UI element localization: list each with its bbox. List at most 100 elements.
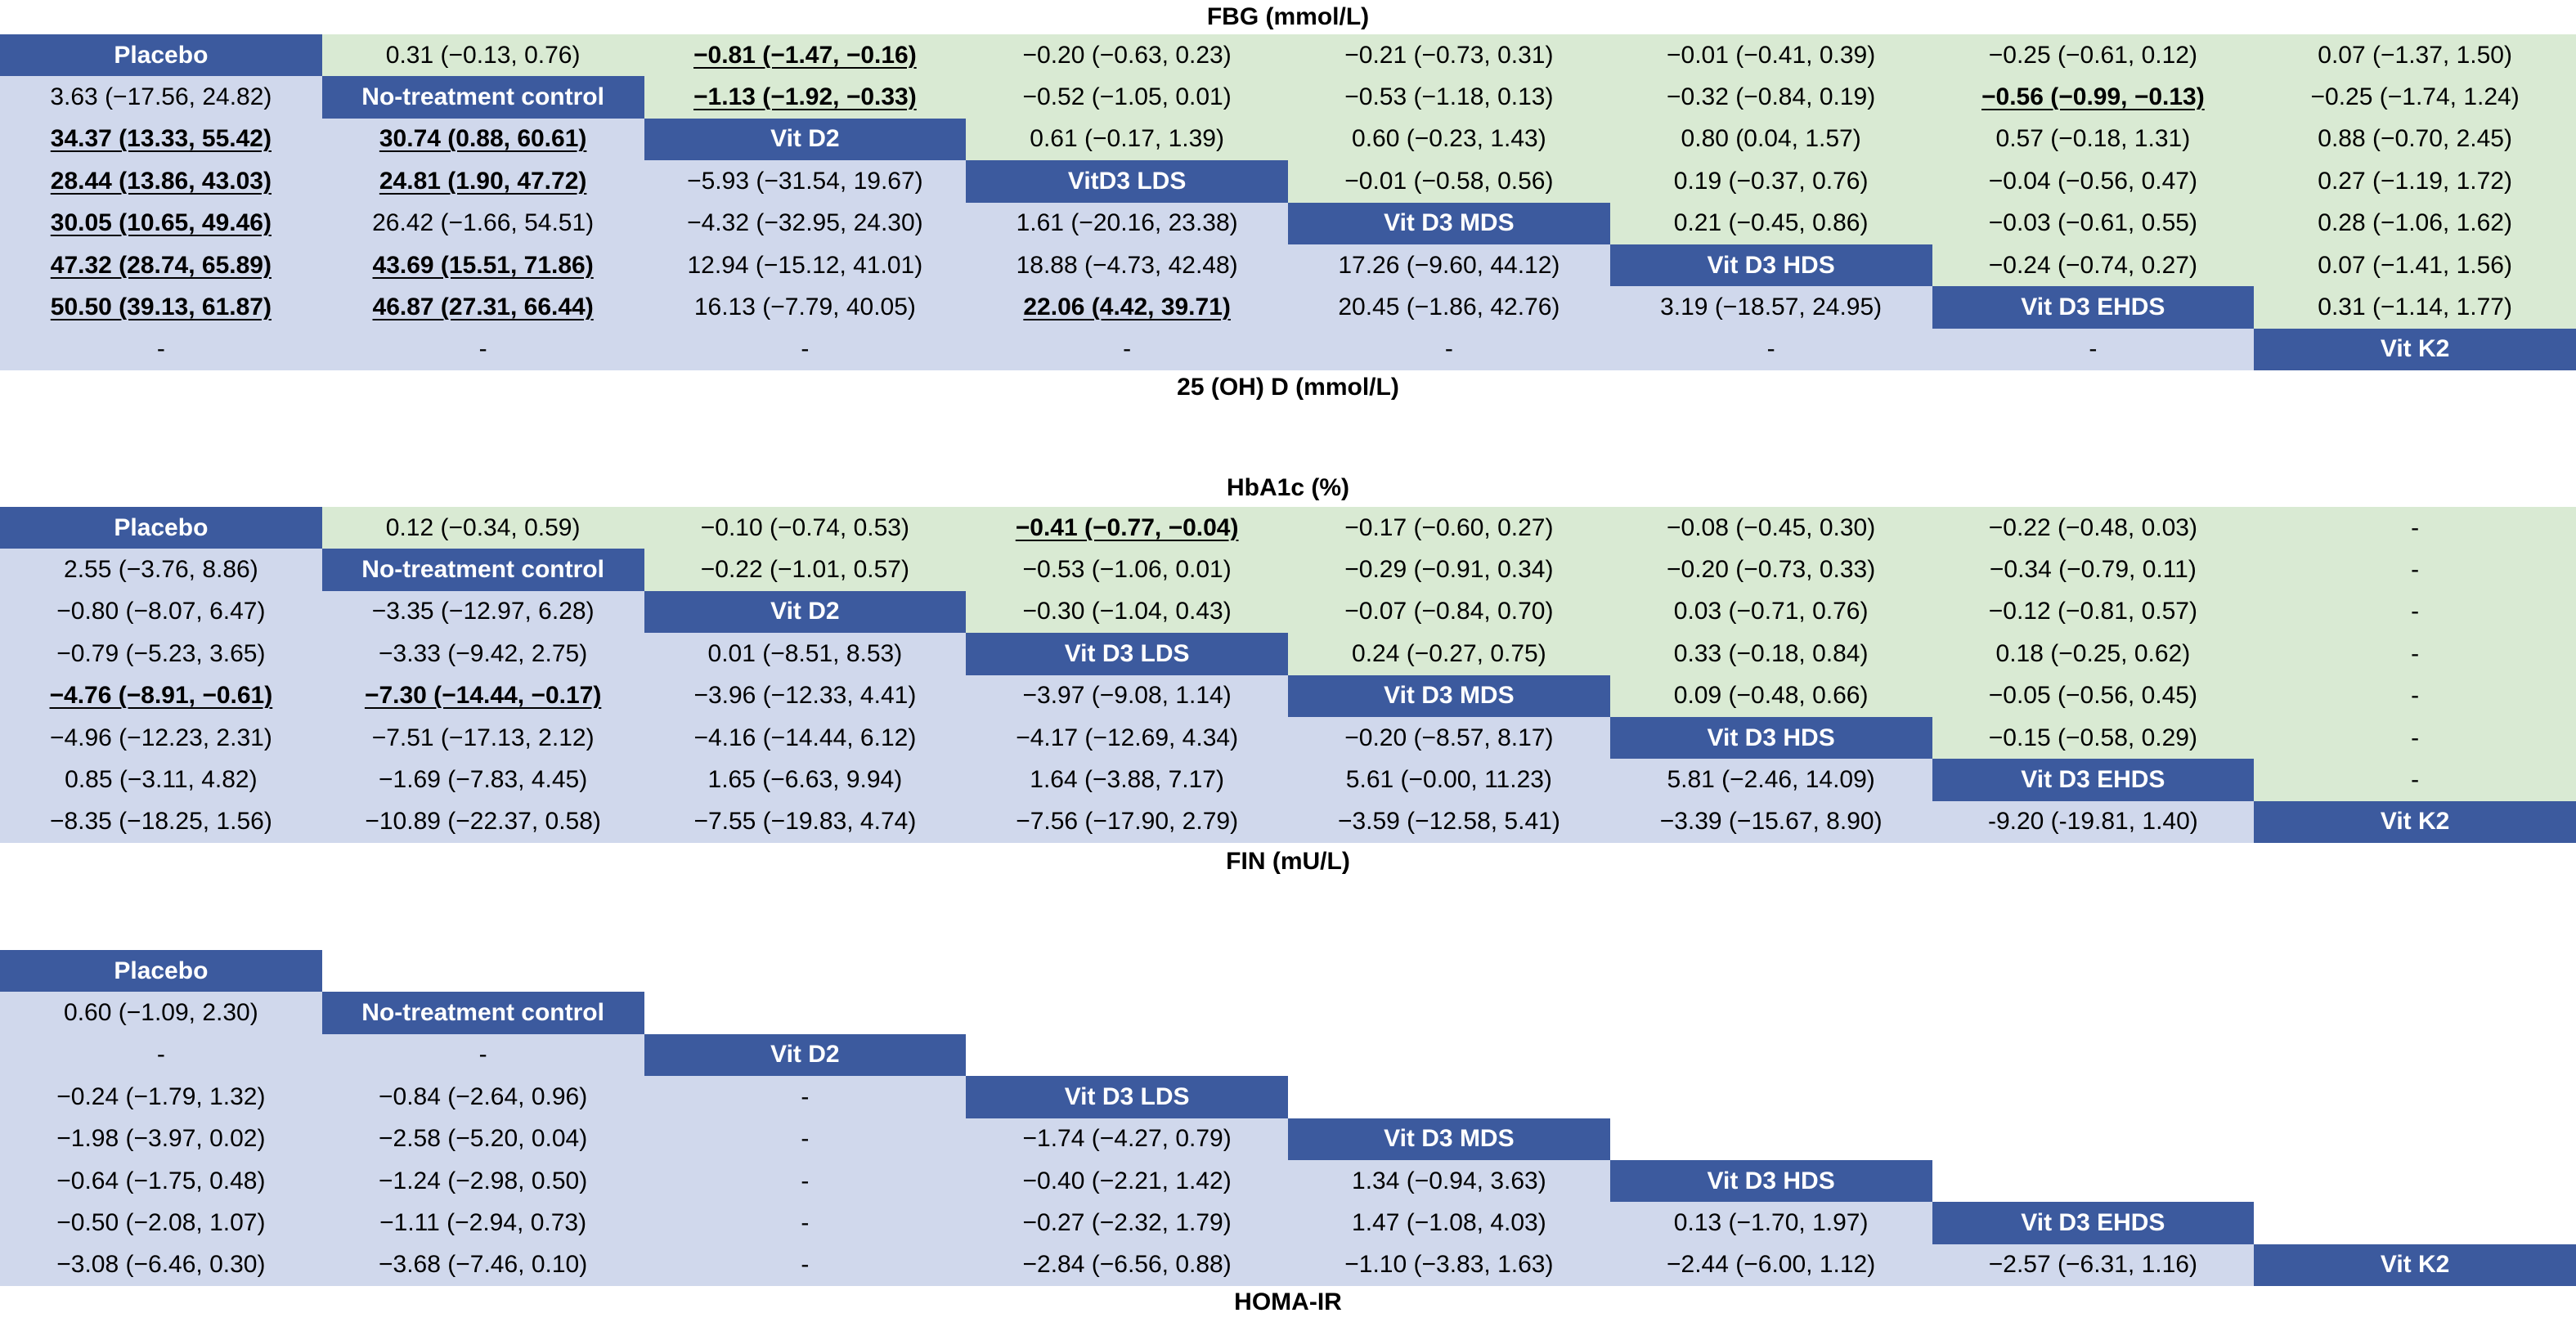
league-table-hba1c-fin: Placebo 0.12 (−0.34, 0.59) −0.10 (−0.74, 0… <box>0 507 2576 844</box>
comparison-cell-lower: - <box>1288 328 1610 371</box>
cell-text: −0.24 (−1.79, 1.32) <box>56 1082 266 1110</box>
cell-text: 0.61 (−0.17, 1.39) <box>1030 125 1224 153</box>
empty-cell <box>1610 1076 1932 1118</box>
comparison-cell-lower: −0.50 (−2.08, 1.07) <box>0 1202 322 1244</box>
comparison-cell-lower: 17.26 (−9.60, 44.12) <box>1288 244 1610 287</box>
comparison-cell-lower: 26.42 (−1.66, 54.51) <box>321 202 644 244</box>
cell-text: 1.34 (−0.94, 3.63) <box>1352 1167 1546 1194</box>
cell-text: - <box>2411 724 2420 751</box>
cell-text: −0.80 (−8.07, 6.47) <box>56 598 266 625</box>
cell-text: 0.28 (−1.06, 1.62) <box>2318 209 2512 237</box>
comparison-cell-upper: 0.60 (−0.23, 1.43) <box>1288 118 1610 161</box>
cell-text: 0.31 (−1.14, 1.77) <box>2318 294 2512 321</box>
empty-cell <box>1288 1076 1610 1118</box>
table1-top-label: FBG (mmol/L) <box>1206 3 1370 30</box>
cell-text: −7.30 (−14.44, −0.17) <box>364 682 602 710</box>
comparison-cell-upper: −0.30 (−1.04, 0.43) <box>966 590 1288 634</box>
treatment-label: Vit K2 <box>2254 800 2576 844</box>
comparison-cell-lower: 30.74 (0.88, 60.61) <box>321 118 644 161</box>
comparison-cell-lower: 24.81 (1.90, 47.72) <box>321 160 644 203</box>
cell-text: −4.76 (−8.91, −0.61) <box>49 682 273 710</box>
comparison-cell-lower: −1.69 (−7.83, 4.45) <box>321 759 644 801</box>
cell-text: 2.55 (−3.76, 8.86) <box>64 556 258 584</box>
empty-cell <box>2254 1160 2576 1202</box>
comparison-cell-lower: −1.98 (−3.97, 0.02) <box>0 1118 322 1160</box>
comparison-cell-lower: −3.35 (−12.97, 6.28) <box>321 590 644 634</box>
comparison-cell-upper: 0.57 (−0.18, 1.31) <box>1932 118 2255 161</box>
comparison-cell-lower: −0.64 (−1.75, 0.48) <box>0 1159 322 1203</box>
cell-text: −10.89 (−22.37, 0.58) <box>365 808 601 836</box>
cell-text: 28.44 (13.86, 43.03) <box>50 167 272 195</box>
comparison-cell-lower: −8.35 (−18.25, 1.56) <box>0 800 322 844</box>
comparison-cell-lower: 20.45 (−1.86, 42.76) <box>1288 286 1610 329</box>
cell-text: −1.24 (−2.98, 0.50) <box>379 1167 588 1194</box>
comparison-cell-lower: - <box>644 1202 967 1244</box>
cell-text: 46.87 (27.31, 66.44) <box>372 294 594 321</box>
comparison-cell-upper: 0.27 (−1.19, 1.72) <box>2254 160 2576 203</box>
treatment-label: Placebo <box>0 507 322 549</box>
comparison-cell-upper: −0.24 (−0.74, 0.27) <box>1932 244 2255 287</box>
cell-text: - <box>2411 639 2420 667</box>
empty-cell <box>966 992 1288 1033</box>
cell-text: −4.32 (−32.95, 24.30) <box>687 209 923 237</box>
comparison-cell-lower: −1.24 (−2.98, 0.50) <box>321 1159 644 1203</box>
comparison-cell-upper: −0.53 (−1.06, 0.01) <box>966 549 1288 591</box>
comparison-cell-upper: 0.12 (−0.34, 0.59) <box>321 507 644 549</box>
cell-text: 26.42 (−1.66, 54.51) <box>372 209 595 237</box>
cell-text: Vit D3 LDS <box>1064 639 1190 667</box>
comparison-cell-lower: 16.13 (−7.79, 40.05) <box>644 286 967 329</box>
cell-text: 0.31 (−0.13, 0.76) <box>385 41 581 69</box>
comparison-cell-lower: - <box>644 1118 967 1160</box>
treatment-label: Vit K2 <box>2254 328 2576 371</box>
comparison-cell-lower: −7.55 (−19.83, 4.74) <box>644 800 967 844</box>
comparison-cell-lower: 0.85 (−3.11, 4.82) <box>0 759 322 801</box>
comparison-cell-lower: −2.44 (−6.00, 1.12) <box>1609 1244 1932 1287</box>
cell-text: Vit D3 HDS <box>1707 251 1835 279</box>
treatment-label: Vit K2 <box>2254 1244 2576 1287</box>
comparison-cell-upper: 0.28 (−1.06, 1.62) <box>2254 202 2576 244</box>
comparison-cell-lower: - <box>1932 328 2255 371</box>
treatment-label: No-treatment control <box>321 549 644 591</box>
cell-text: −1.98 (−3.97, 0.02) <box>56 1125 266 1153</box>
comparison-cell-lower: −1.11 (−2.94, 0.73) <box>321 1202 644 1244</box>
cell-text: −2.58 (−5.20, 0.04) <box>379 1125 588 1153</box>
cell-text: −0.01 (−0.58, 0.56) <box>1344 167 1554 195</box>
table1-bottom-label: 25 (OH) D (mmol/L) <box>1177 374 1399 401</box>
cell-text: 0.27 (−1.19, 1.72) <box>2318 167 2512 195</box>
comparison-cell-upper: −0.34 (−0.79, 0.11) <box>1932 549 2255 591</box>
league-table-homa-ir: Placebo 0.60 (−1.09, 2.30) No-treatment co… <box>0 950 2576 1287</box>
treatment-label: No-treatment control <box>321 76 644 119</box>
cell-text: - <box>801 1251 810 1279</box>
cell-text: 47.32 (28.74, 65.89) <box>50 251 272 279</box>
cell-text: −0.34 (−0.79, 0.11) <box>1989 556 2197 584</box>
cell-text: 0.13 (−1.70, 1.97) <box>1673 1209 1869 1237</box>
cell-text: - <box>2411 682 2420 710</box>
comparison-cell-upper: - <box>2254 590 2576 634</box>
comparison-cell-upper: −0.56 (−0.99, −0.13) <box>1932 76 2255 119</box>
comparison-cell-upper: 0.61 (−0.17, 1.39) <box>966 118 1288 161</box>
cell-text: - <box>156 1041 165 1069</box>
comparison-cell-lower: −3.33 (−9.42, 2.75) <box>321 633 644 675</box>
cell-text: 1.61 (−20.16, 23.38) <box>1016 209 1238 237</box>
comparison-cell-lower: 3.19 (−18.57, 24.95) <box>1609 286 1932 329</box>
treatment-label: Vit D2 <box>644 1033 967 1077</box>
comparison-cell-upper: −0.22 (−0.48, 0.03) <box>1932 507 2255 549</box>
empty-cell <box>322 950 644 992</box>
cell-text: Vit D2 <box>770 598 840 625</box>
comparison-cell-lower: −10.89 (−22.37, 0.58) <box>321 800 644 844</box>
cell-text: 0.33 (−0.18, 0.84) <box>1673 639 1869 667</box>
comparison-cell-upper: −0.41 (−0.77, −0.04) <box>966 507 1288 549</box>
cell-text: −0.41 (−0.77, −0.04) <box>1015 513 1239 541</box>
comparison-cell-upper: −0.81 (−1.47, −0.16) <box>644 34 967 77</box>
cell-text: −5.93 (−31.54, 19.67) <box>687 167 923 195</box>
cell-text: Vit D3 EHDS <box>2021 294 2165 321</box>
treatment-label: Vit D2 <box>644 118 967 161</box>
cell-text: 1.47 (−1.08, 4.03) <box>1352 1209 1546 1237</box>
empty-cell <box>1288 1034 1610 1076</box>
empty-cell <box>1610 992 1932 1033</box>
empty-cell <box>2254 1034 2576 1076</box>
comparison-cell-lower: −4.16 (−14.44, 6.12) <box>644 716 967 760</box>
cell-text: - <box>478 335 487 363</box>
comparison-cell-upper: 0.31 (−0.13, 0.76) <box>321 34 644 77</box>
comparison-cell-upper: 0.21 (−0.45, 0.86) <box>1609 202 1932 244</box>
